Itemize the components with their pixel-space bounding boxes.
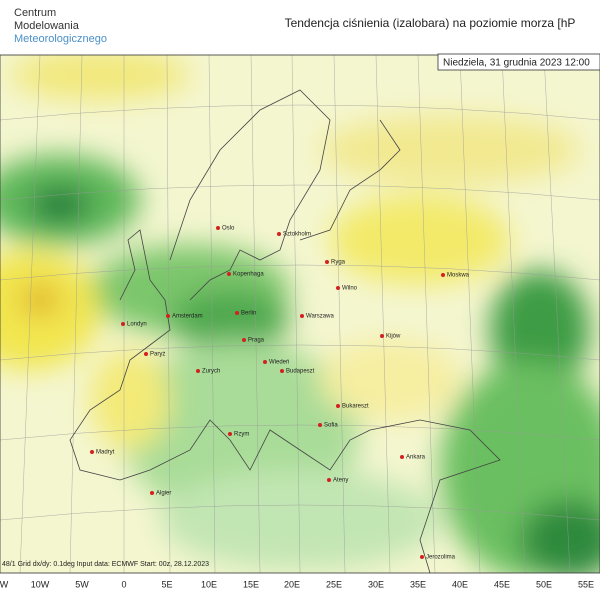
- city-label: Jerozolima: [426, 555, 456, 561]
- coastlines: [69, 89, 501, 573]
- city-label: Paryż: [150, 352, 165, 358]
- city-label: Ankara: [406, 455, 426, 461]
- city-dot: [336, 286, 340, 290]
- longitude-label: 15E: [243, 579, 259, 589]
- longitude-label: 55E: [578, 579, 594, 589]
- city-dot: [90, 450, 94, 454]
- city-dot: [277, 232, 281, 236]
- logo-line: Modelowania: [14, 20, 80, 32]
- city-dot: [242, 338, 246, 342]
- longitude-label: 35E: [410, 579, 426, 589]
- logo-line: Meteorologicznego: [14, 33, 107, 45]
- city-dot: [327, 478, 331, 482]
- tendency-field: [0, 55, 600, 573]
- longitude-label: 25E: [326, 579, 342, 589]
- longitude-label: 20E: [284, 579, 300, 589]
- date-box: [437, 53, 600, 71]
- city-dot: [420, 555, 424, 559]
- city-label: Amsterdam: [172, 314, 203, 320]
- longitude-label: 45E: [494, 579, 510, 589]
- city-dot: [318, 423, 322, 427]
- city-label: Ateny: [333, 478, 348, 484]
- city-label: Zurych: [202, 369, 220, 375]
- city-dot: [300, 314, 304, 318]
- title: Tendencja ciśnienia (izalobara) na pozio…: [285, 16, 576, 30]
- longitude-label: 30E: [368, 579, 384, 589]
- city-dot: [400, 455, 404, 459]
- longitude-label: 10W: [31, 579, 50, 589]
- city-label: Kopenhaga: [233, 272, 264, 278]
- city-label: Rzym: [234, 432, 249, 438]
- city-dot: [336, 404, 340, 408]
- city-label: Bukareszt: [342, 404, 369, 410]
- city-label: Sztokholm: [283, 232, 311, 238]
- longitude-label: 0: [121, 579, 126, 589]
- city-dot: [166, 314, 170, 318]
- longitude-labels: W 10W 5W 0 5E 10E 15E 20E 25E 30E 35E 40E 45E 50E 55E: [0, 579, 594, 589]
- city-label: Praga: [248, 338, 265, 344]
- city-dot: [441, 273, 445, 277]
- city-label: Moskwa: [447, 273, 470, 279]
- city-label: Warszawa: [306, 314, 334, 320]
- city-dot: [121, 322, 125, 326]
- city-label: Sofia: [324, 423, 338, 429]
- city-dot: [228, 432, 232, 436]
- city-dot: [380, 334, 384, 338]
- logo-line: Centrum: [14, 7, 56, 19]
- city-label: Wiedeń: [269, 360, 289, 366]
- city-label: Berlin: [241, 311, 256, 317]
- longitude-label: 50E: [536, 579, 552, 589]
- city-dot: [144, 352, 148, 356]
- map-frame: [0, 54, 600, 574]
- graticule: [0, 55, 600, 573]
- city-label: Ryga: [331, 260, 346, 266]
- longitude-label: W: [0, 579, 9, 589]
- map: [0, 55, 600, 573]
- city-label: Madryt: [96, 450, 115, 456]
- city-label: Kijów: [386, 334, 401, 340]
- city-dot: [216, 226, 220, 230]
- cities: Oslo Sztokholm Kopenhaga Ryga Moskwa Wilno Ams…: [90, 226, 470, 561]
- city-dot: [227, 272, 231, 276]
- city-dot: [235, 311, 239, 315]
- city-dot: [196, 369, 200, 373]
- city-dot: [280, 369, 284, 373]
- city-label: Budapeszt: [286, 369, 315, 375]
- longitude-label: 5E: [161, 579, 172, 589]
- city-dot: [263, 360, 267, 364]
- city-label: Londyn: [127, 322, 147, 328]
- city-label: Algier: [156, 491, 171, 497]
- date: Niedziela, 31 grudnia 2023 12:00: [443, 58, 590, 69]
- footer: 48/1 Grid dx/dy: 0.1deg Input data: ECMW…: [2, 561, 209, 568]
- city-label: Oslo: [222, 226, 235, 232]
- longitude-label: 10E: [201, 579, 217, 589]
- city-dot: [150, 491, 154, 495]
- longitude-label: 5W: [75, 579, 89, 589]
- longitude-label: 40E: [452, 579, 468, 589]
- city-dot: [325, 260, 329, 264]
- city-label: Wilno: [342, 286, 358, 292]
